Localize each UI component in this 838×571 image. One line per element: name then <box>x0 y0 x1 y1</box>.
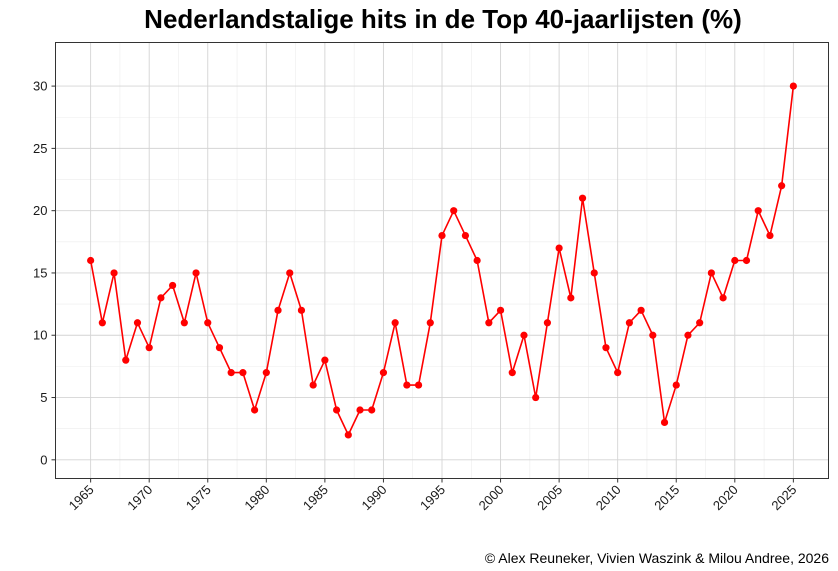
data-point <box>672 381 680 389</box>
y-tick-label: 10 <box>33 328 47 343</box>
y-tick-label: 5 <box>40 390 47 405</box>
data-point <box>145 344 153 352</box>
data-point <box>567 294 575 302</box>
x-tick-label: 2010 <box>593 482 624 513</box>
x-tick-label: 1990 <box>359 482 390 513</box>
data-point <box>766 231 774 240</box>
data-point <box>578 194 587 202</box>
plot-panel-border <box>55 42 829 479</box>
data-point <box>684 331 692 339</box>
data-point <box>731 256 739 265</box>
x-tick-label: 2005 <box>534 482 565 513</box>
data-point <box>356 406 364 414</box>
data-point <box>461 231 470 240</box>
data-point <box>157 294 165 302</box>
data-point <box>262 369 270 377</box>
data-point <box>239 369 247 377</box>
data-point <box>707 269 715 277</box>
data-point <box>379 369 388 377</box>
x-tick-label: 1965 <box>66 482 97 513</box>
data-point <box>625 319 633 327</box>
data-point <box>192 269 200 277</box>
data-point <box>332 406 341 414</box>
data-point <box>508 369 516 377</box>
x-tick-label: 2025 <box>768 482 799 513</box>
data-point <box>719 294 727 302</box>
data-point <box>215 344 224 352</box>
data-point <box>590 269 598 277</box>
data-point <box>368 406 376 414</box>
x-tick-label: 1995 <box>417 482 448 513</box>
x-tick-label: 1970 <box>124 482 155 513</box>
data-point <box>496 306 505 314</box>
data-point <box>602 344 610 352</box>
data-point <box>555 244 563 252</box>
data-point <box>637 306 645 314</box>
data-point <box>696 319 704 327</box>
data-point <box>438 231 446 240</box>
y-tick-label: 0 <box>40 452 47 467</box>
data-point <box>473 256 481 265</box>
data-point <box>660 418 669 427</box>
x-tick-label: 2000 <box>476 482 507 513</box>
data-point <box>778 182 786 190</box>
data-point <box>297 306 306 314</box>
data-point <box>614 369 622 377</box>
y-tick-label: 25 <box>33 141 47 156</box>
y-tick-label: 30 <box>33 79 47 94</box>
data-point <box>450 207 458 215</box>
data-point <box>204 319 212 327</box>
data-point <box>543 319 552 327</box>
chart-title: Nederlandstalige hits in de Top 40-jaarl… <box>144 4 742 34</box>
data-point <box>122 356 130 364</box>
data-point <box>391 319 399 327</box>
data-series <box>87 82 797 439</box>
data-point <box>754 207 762 215</box>
axes: 1965 1970 1975 1980 1985 1990 1995 2000 2005 2010… <box>33 79 799 513</box>
data-point <box>98 319 106 327</box>
data-point <box>426 319 434 327</box>
data-point <box>180 319 188 327</box>
chart-caption: © Alex Reuneker, Vivien Waszink & Milou … <box>485 550 829 566</box>
x-tick-label: 1985 <box>300 482 331 513</box>
data-point <box>485 319 493 327</box>
data-point <box>309 381 317 389</box>
data-point <box>789 82 797 90</box>
data-point <box>251 406 259 414</box>
data-point <box>532 393 540 402</box>
y-tick-label: 15 <box>33 265 47 280</box>
data-point <box>227 369 235 377</box>
data-point <box>414 381 423 389</box>
data-point <box>344 431 352 439</box>
data-point <box>133 319 142 327</box>
y-tick-label: 20 <box>33 203 47 218</box>
data-point <box>110 269 118 277</box>
data-point <box>286 269 294 277</box>
data-point <box>520 331 528 339</box>
x-tick-label: 2020 <box>710 482 741 513</box>
data-point <box>403 381 411 389</box>
x-tick-label: 2015 <box>651 482 682 513</box>
data-point <box>169 281 177 290</box>
x-tick-label: 1975 <box>183 482 214 513</box>
data-point <box>87 256 95 265</box>
data-point <box>742 256 751 265</box>
data-point <box>321 356 329 364</box>
grid <box>55 42 829 479</box>
data-point <box>649 331 657 339</box>
x-tick-label: 1980 <box>241 482 272 513</box>
data-point <box>274 306 282 314</box>
